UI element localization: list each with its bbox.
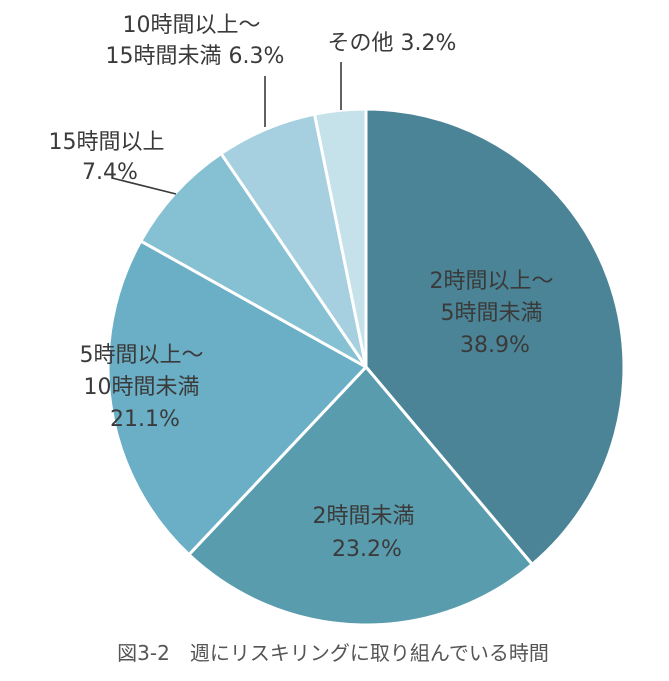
leader-line-15h-plus — [111, 177, 177, 195]
slice-label-2-5h: 2時間以上〜 5時間未満 38.9% — [430, 269, 561, 358]
pie-slices — [106, 107, 626, 627]
pie-slice-2-5h — [364, 107, 626, 566]
slice-value-2-5h: 38.9% — [460, 333, 530, 358]
pie-slice-15h-plus — [139, 152, 368, 369]
slice-label-other-line1: その他 3.2% — [328, 31, 457, 56]
slice-label-5-10h: 5時間以上〜 10時間未満 21.1% — [80, 343, 211, 432]
slice-value-5-10h: 21.1% — [110, 407, 180, 432]
slice-label-2-5h-line2: 5時間未満 — [441, 301, 543, 326]
slice-label-2-5h-line1: 2時間以上〜 — [430, 269, 554, 294]
slice-label-under-2h-line1: 2時間未満 — [313, 504, 415, 529]
slice-label-15h-plus-line1: 15時間以上 — [49, 130, 165, 155]
slice-value-under-2h: 23.2% — [332, 537, 402, 562]
pie-slice-other — [313, 107, 368, 369]
slice-label-15h-plus: 15時間以上 7.4% — [49, 130, 172, 185]
slice-label-other: その他 3.2% — [328, 31, 457, 56]
slice-label-under-2h: 2時間未満 23.2% — [313, 504, 422, 562]
slice-label-5-10h-line2: 10時間未満 — [84, 375, 200, 400]
slice-label-10-15h-line1: 10時間以上〜 — [123, 13, 261, 38]
slice-label-10-15h: 10時間以上〜 15時間未満 6.3% — [106, 13, 285, 69]
figure-caption: 図3-2 週にリスキリングに取り組んでいる時間 — [117, 641, 549, 665]
slice-label-5-10h-line1: 5時間以上〜 — [80, 343, 204, 368]
pie-slice-5-10h — [106, 239, 368, 557]
slice-label-10-15h-line2: 15時間未満 6.3% — [106, 44, 285, 69]
pie-slice-under-2h — [187, 365, 534, 627]
slice-value-15h-plus: 7.4% — [82, 160, 138, 185]
